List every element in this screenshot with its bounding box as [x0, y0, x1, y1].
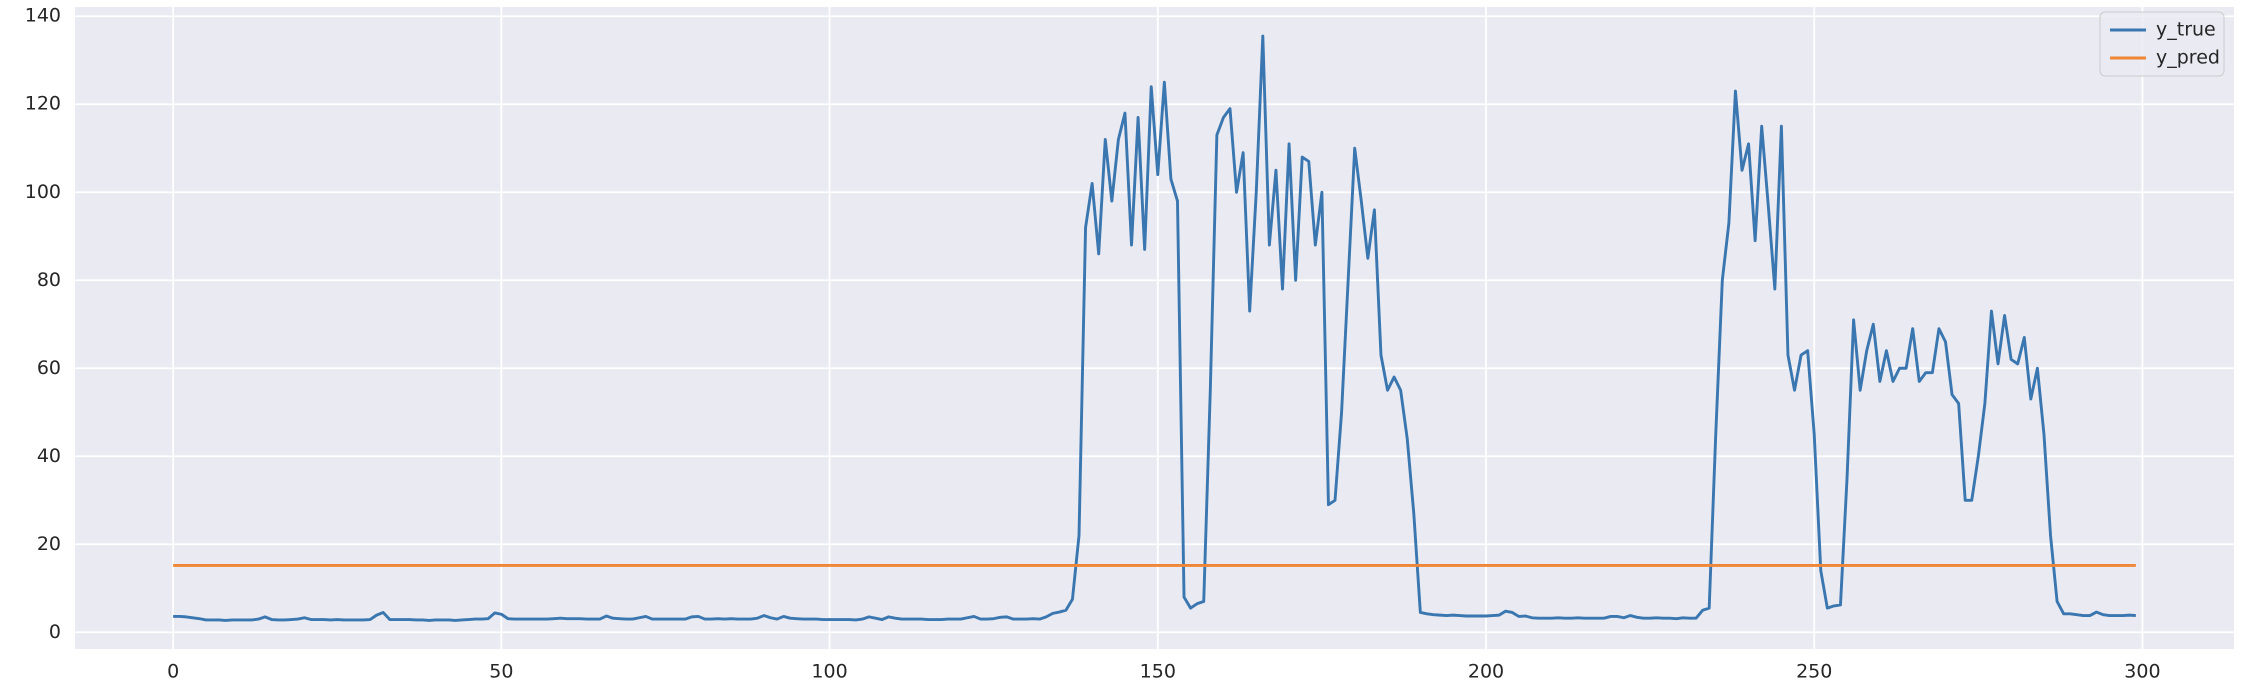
x-tick-label: 0: [167, 661, 179, 683]
y-tick-label: 120: [25, 93, 61, 115]
y-tick-label: 140: [25, 5, 61, 27]
x-tick-label: 100: [811, 661, 847, 683]
legend-label: y_true: [2156, 19, 2216, 41]
y-tick-label: 0: [49, 621, 61, 643]
lines: [173, 34, 2136, 622]
x-tick-label: 150: [1140, 661, 1176, 683]
series-line: [173, 34, 2136, 622]
x-tick-label: 50: [489, 661, 513, 683]
y-tick-label: 80: [37, 269, 61, 291]
grid: [75, 7, 2234, 649]
y-tick-label: 60: [37, 357, 61, 379]
legend-box: [2099, 11, 2225, 77]
plot-area: [75, 7, 2234, 649]
legend: y_true y_pred: [2099, 11, 2225, 77]
x-tick-label: 250: [1796, 661, 1832, 683]
legend-label: y_pred: [2156, 47, 2220, 69]
y-tick-label: 20: [37, 533, 61, 555]
x-tick-label: 200: [1468, 661, 1504, 683]
y-tick-label: 40: [37, 445, 61, 467]
x-tick-label: 300: [2124, 661, 2160, 683]
y-tick-label: 100: [25, 181, 61, 203]
